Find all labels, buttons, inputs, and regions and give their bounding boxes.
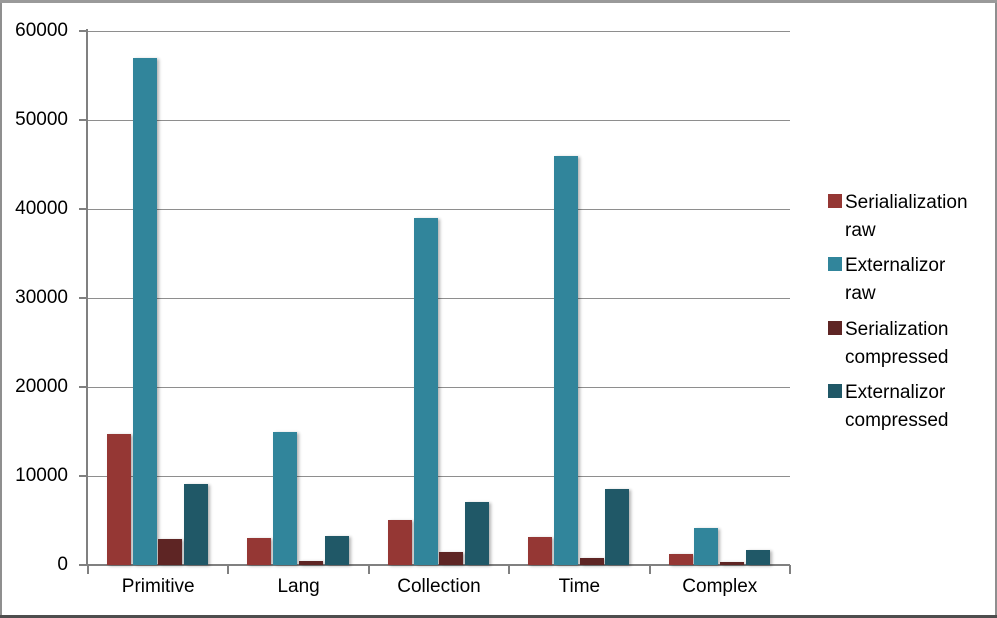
- legend-label-line: raw: [845, 283, 876, 305]
- y-axis-tick-label: 50000: [15, 109, 68, 130]
- bar-serialization-compressed-primitive: [158, 539, 183, 565]
- bar-serialialization-raw-lang: [247, 538, 272, 565]
- legend-label: Externalizor raw: [845, 252, 945, 308]
- x-axis-tick: [227, 565, 230, 574]
- gridline: [88, 475, 790, 477]
- x-axis-tick: [789, 565, 791, 574]
- bar-externalizor-raw-collection: [413, 217, 438, 565]
- bar-serialization-compressed-time: [579, 557, 604, 565]
- legend-swatch: [828, 384, 842, 399]
- legend-swatch: [828, 257, 842, 272]
- bar-serialization-compressed-complex: [720, 562, 744, 565]
- legend-swatch: [828, 320, 842, 335]
- y-axis-line: [86, 29, 88, 565]
- category-label-collection: Collection: [397, 576, 481, 597]
- bar-serialization-compressed-collection: [439, 552, 464, 565]
- gridline: [88, 297, 790, 299]
- category-label-complex: Complex: [682, 576, 758, 597]
- x-axis-tick: [508, 565, 511, 574]
- bar-externalizor-raw-complex: [694, 527, 719, 565]
- y-axis-tick: [79, 119, 88, 121]
- y-axis-tick-label: 30000: [15, 287, 68, 308]
- category-label-lang: Lang: [277, 576, 320, 597]
- legend-label-line: Externalizor: [845, 255, 946, 277]
- y-axis-tick: [79, 208, 88, 210]
- gridline: [88, 386, 790, 388]
- x-axis-tick: [367, 565, 370, 574]
- y-axis-tick-label: 60000: [15, 20, 68, 41]
- legend-label-line: compressed: [845, 410, 949, 432]
- y-axis-tick: [79, 30, 88, 32]
- bar-externalizor-compressed-time: [605, 489, 630, 565]
- bar-externalizor-compressed-collection: [464, 501, 489, 565]
- y-axis-tick: [79, 386, 88, 388]
- y-axis-tick: [79, 297, 88, 299]
- category-label-primitive: Primitive: [121, 576, 195, 597]
- legend-swatch: [828, 194, 842, 208]
- legend-label-line: compressed: [845, 346, 949, 368]
- legend-label-line: Externalizor: [845, 382, 946, 404]
- gridline: [88, 119, 790, 121]
- y-axis-tick-label: 0: [57, 554, 68, 575]
- bar-externalizor-raw-primitive: [132, 57, 157, 565]
- bar-serialization-compressed-lang: [298, 560, 323, 565]
- x-axis-tick: [648, 565, 651, 574]
- legend-label-line: Serialization: [845, 318, 949, 340]
- y-axis-tick-label: 20000: [15, 376, 68, 397]
- bar-serialialization-raw-primitive: [107, 434, 131, 565]
- bar-externalizor-compressed-lang: [324, 535, 349, 565]
- bar-externalizor-raw-lang: [273, 431, 298, 565]
- gridline: [88, 208, 790, 210]
- y-axis-tick: [79, 475, 88, 477]
- bar-externalizor-compressed-complex: [745, 549, 770, 565]
- legend-label-line: Serialialization: [845, 192, 968, 213]
- bar-externalizor-compressed-primitive: [184, 484, 209, 565]
- legend-label-line: raw: [845, 220, 876, 241]
- bar-serialialization-raw-time: [528, 537, 553, 565]
- x-axis-line: [79, 564, 790, 566]
- legend-label: Externalizor compressed: [845, 379, 949, 435]
- legend-label: Serialialization raw: [845, 189, 968, 245]
- y-axis-tick-label: 40000: [15, 198, 68, 219]
- gridline: [88, 30, 790, 32]
- y-axis-tick-label: 10000: [15, 465, 68, 486]
- bar-serialialization-raw-collection: [387, 519, 412, 565]
- category-label-time: Time: [558, 576, 601, 597]
- bar-serialialization-raw-complex: [668, 554, 693, 565]
- bar-externalizor-raw-time: [553, 155, 578, 565]
- legend-label: Serialization compressed: [845, 316, 949, 372]
- x-axis-tick: [87, 565, 89, 574]
